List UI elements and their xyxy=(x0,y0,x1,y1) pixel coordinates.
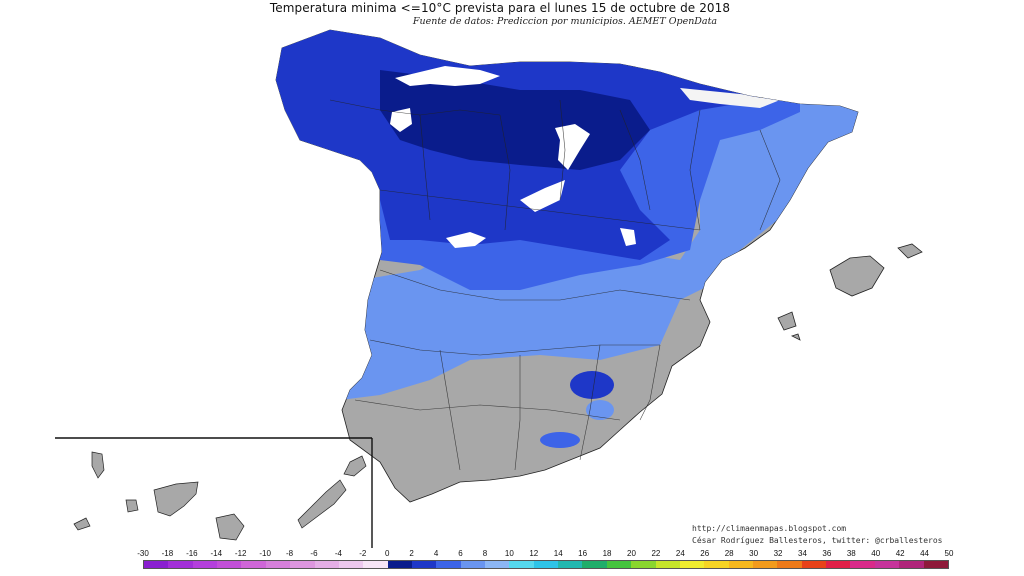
snow-central-system xyxy=(520,180,565,212)
legend-label: 36 xyxy=(822,549,832,558)
legend-swatch xyxy=(533,561,559,568)
legend-swatch xyxy=(338,561,364,568)
legend-label: 18 xyxy=(602,549,612,558)
legend-label: -2 xyxy=(359,549,367,558)
credit-url: http://climaenmapas.blogspot.com xyxy=(692,524,847,533)
island-ibiza xyxy=(777,311,797,331)
legend-swatch xyxy=(314,561,339,568)
snow-pyrenees xyxy=(680,88,780,108)
legend-swatch xyxy=(509,561,534,568)
legend-swatch xyxy=(850,561,875,568)
credit-author: César Rodríguez Ballesteros, twitter: @c… xyxy=(692,536,943,545)
snow-gredos xyxy=(446,232,486,248)
legend-label: -30 xyxy=(137,549,149,558)
legend-label: 4 xyxy=(433,549,439,558)
legend-label: 10 xyxy=(504,549,514,558)
legend-swatch xyxy=(777,561,802,568)
legend-label: -12 xyxy=(234,549,247,558)
island-gran-canaria xyxy=(215,513,245,541)
legend-label: -18 xyxy=(161,549,174,558)
island-el-hierro xyxy=(73,517,91,531)
legend-swatch xyxy=(168,561,193,568)
legend-label: -6 xyxy=(310,549,318,558)
legend-label: 22 xyxy=(651,549,661,558)
legend-swatch xyxy=(874,561,900,568)
island-la-gomera xyxy=(125,499,139,513)
snow-cuenca xyxy=(620,228,636,246)
legend-swatch xyxy=(752,561,778,568)
island-formentera xyxy=(790,333,801,341)
legend-label: 24 xyxy=(675,549,685,558)
color-legend: -30 -18 -16 -14 -12 -10 -8 -6 -4 -2 0 2 4 6 8 10 12 14 16 1… xyxy=(137,549,953,576)
snow-leon xyxy=(390,108,412,132)
legend-label: 40 xyxy=(871,549,881,558)
legend-swatch xyxy=(436,561,461,568)
legend-label: 42 xyxy=(895,549,905,558)
island-tenerife xyxy=(153,481,199,517)
legend-swatch xyxy=(582,561,607,568)
map-title: Temperatura minima <=10°C prevista para … xyxy=(269,1,731,15)
legend-swatch xyxy=(265,561,291,568)
legend-label: 32 xyxy=(773,549,783,558)
canary-inset xyxy=(55,437,373,548)
legend-swatch xyxy=(679,561,705,568)
zone-spot-granada xyxy=(540,432,580,448)
legend-label: 2 xyxy=(409,549,414,558)
zone-spot-cazorla xyxy=(570,371,614,399)
legend-label: 12 xyxy=(529,549,539,558)
legend-swatch xyxy=(558,561,583,568)
legend-swatch xyxy=(290,561,315,568)
legend-label: 30 xyxy=(749,549,759,558)
legend-swatch xyxy=(631,561,656,568)
legend-swatch xyxy=(923,561,948,568)
legend-label: 44 xyxy=(920,549,930,558)
legend-label: -4 xyxy=(334,549,342,558)
snow-cantabrian xyxy=(395,66,500,86)
legend-swatch xyxy=(217,561,242,568)
legend-label: 28 xyxy=(724,549,734,558)
legend-swatch xyxy=(826,561,851,568)
legend-label: 20 xyxy=(627,549,636,558)
zone-spot-south-blue xyxy=(586,400,614,420)
island-la-palma xyxy=(91,451,105,479)
legend-swatch xyxy=(411,561,437,568)
legend-label: 16 xyxy=(578,549,588,558)
legend-labels: -30 -18 -16 -14 -12 -10 -8 -6 -4 -2 0 2 4 6 8 10 12 14 16 1… xyxy=(137,549,953,560)
legend-swatch xyxy=(899,561,924,568)
map-subtitle: Fuente de datos: Prediccion por municipi… xyxy=(412,16,718,27)
island-mallorca xyxy=(829,255,885,297)
island-fuerteventura xyxy=(297,479,347,529)
legend-label: -16 xyxy=(186,549,198,558)
legend-label: 14 xyxy=(553,549,563,558)
balearic-islands xyxy=(777,243,923,341)
legend-label: 34 xyxy=(798,549,807,558)
legend-swatch xyxy=(460,561,486,568)
legend-swatch xyxy=(704,561,729,568)
legend-swatch xyxy=(606,561,632,568)
island-lanzarote xyxy=(343,455,367,477)
legend-label: 26 xyxy=(700,549,710,558)
legend-label: 38 xyxy=(846,549,856,558)
legend-label: -10 xyxy=(259,549,271,558)
legend-swatch xyxy=(728,561,753,568)
island-menorca xyxy=(897,243,923,259)
legend-swatch xyxy=(144,561,169,568)
legend-label: 6 xyxy=(458,549,463,558)
province-borders xyxy=(329,99,781,471)
legend-swatch xyxy=(241,561,266,568)
legend-swatch xyxy=(192,561,218,568)
legend-swatch xyxy=(363,561,388,568)
legend-swatch xyxy=(485,561,510,568)
legend-label: -8 xyxy=(285,549,294,558)
legend-swatch xyxy=(387,561,412,568)
legend-label: 8 xyxy=(482,549,488,558)
legend-label: 50 xyxy=(944,549,954,558)
legend-bar xyxy=(143,560,949,569)
legend-label: 0 xyxy=(385,549,390,558)
legend-label: -14 xyxy=(210,549,223,558)
legend-swatch xyxy=(801,561,827,568)
legend-swatch xyxy=(655,561,680,568)
